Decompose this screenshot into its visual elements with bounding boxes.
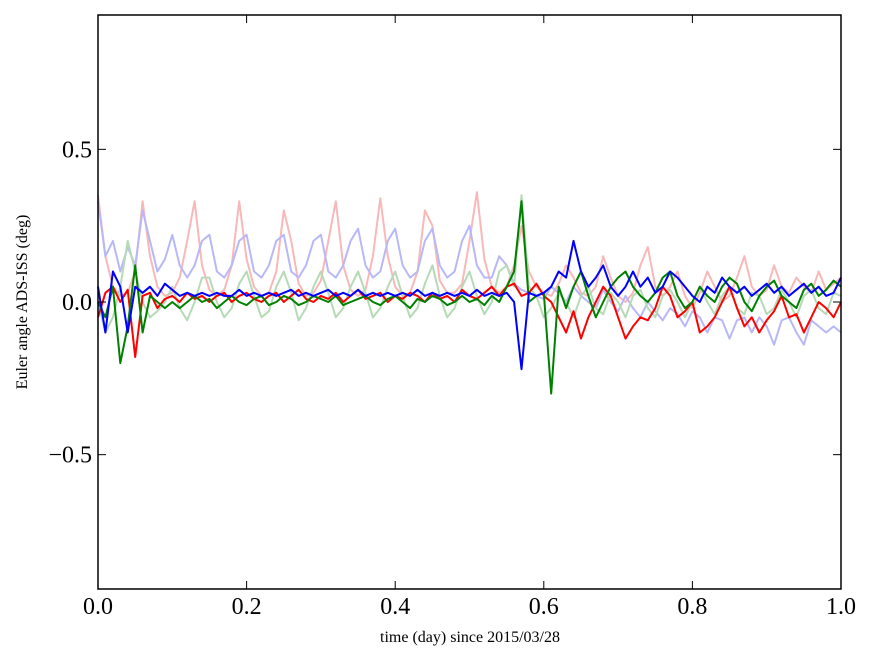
x-tick-label: 0.8 [677, 594, 707, 620]
x-tick-label: 0.2 [232, 594, 262, 620]
y-tick-label: −0.5 [48, 443, 92, 469]
data-line [97, 194, 842, 334]
x-tick-label: 0.0 [83, 594, 113, 620]
x-tick-label: 0.6 [529, 594, 559, 620]
x-axis-label: time (day) since 2015/03/28 [380, 629, 560, 646]
y-tick-label: 0.0 [62, 290, 92, 316]
y-axis-label: Euler angle ADS-ISS (deg) [14, 215, 31, 390]
data-line [97, 200, 842, 395]
x-tick-label: 1.0 [826, 594, 856, 620]
x-tick-label: 0.4 [380, 594, 410, 620]
y-tick-label: 0.5 [62, 137, 92, 163]
data-line [97, 191, 842, 310]
data-line [97, 201, 842, 346]
data-line [97, 239, 842, 371]
